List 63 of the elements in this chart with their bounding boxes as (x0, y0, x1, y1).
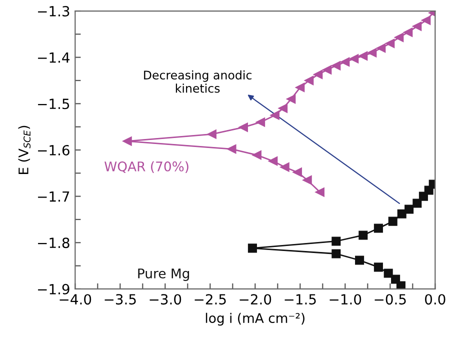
point (350, 54, 359, 64)
point (302, 176, 312, 185)
y-axis-title: E (V$_{SCE}$) (18, 126, 31, 174)
x-axis-title: log i (mA cm⁻²) (206, 312, 304, 326)
point (248, 244, 257, 253)
point (268, 156, 278, 166)
y-tick-label: −1.8 (38, 238, 70, 248)
point (252, 150, 262, 160)
point (358, 51, 368, 60)
point (256, 118, 266, 127)
annotation: Decreasing anodic kinetics (144, 70, 252, 93)
point (332, 249, 341, 258)
point (292, 168, 302, 177)
point (280, 162, 290, 172)
point (238, 122, 248, 132)
point (332, 236, 341, 246)
y-tick-label: −1.7 (38, 191, 70, 202)
y-tick-label: −1.4 (38, 52, 70, 63)
y-tick-label: −1.3 (38, 6, 70, 16)
point (340, 57, 350, 66)
point (412, 198, 422, 208)
x-tick-label: −1.0 (330, 294, 362, 305)
x-tick-label: −3.0 (150, 294, 182, 305)
point (278, 104, 288, 113)
x-tick-label: −2.5 (194, 294, 226, 305)
point (122, 136, 132, 146)
x-tick-label: −2.0 (240, 294, 272, 305)
point (388, 216, 398, 226)
point (404, 204, 414, 214)
point (207, 130, 216, 139)
point (296, 82, 305, 92)
y-tick-label: −1.9 (38, 284, 70, 294)
point (397, 209, 406, 218)
point (315, 188, 324, 197)
point (386, 38, 395, 48)
y-tick-label: −1.5 (38, 98, 70, 110)
point (368, 48, 377, 58)
point (412, 22, 422, 31)
point (227, 144, 236, 154)
point (384, 268, 393, 278)
point (286, 94, 296, 104)
y-tick-label: −1.6 (38, 144, 70, 156)
text: Pure Mg (138, 268, 190, 281)
point (374, 262, 383, 272)
x-tick-label: 0.0 (425, 294, 446, 305)
point (422, 16, 431, 25)
x-tick-label: −4.0 (60, 294, 92, 305)
series-label: WQAR (70%) (104, 161, 188, 173)
point (391, 274, 400, 284)
point (322, 65, 332, 74)
x-tick-label: −0.5 (374, 294, 406, 305)
point (355, 256, 364, 265)
point (358, 230, 368, 240)
point (314, 70, 323, 79)
point (374, 224, 383, 233)
point (332, 61, 341, 70)
point (394, 32, 404, 42)
point (270, 110, 280, 120)
point (304, 76, 314, 86)
x-tick-label: −1.5 (284, 294, 316, 305)
point (376, 44, 386, 53)
x-tick-label: −3.5 (104, 294, 136, 305)
point (404, 28, 413, 37)
